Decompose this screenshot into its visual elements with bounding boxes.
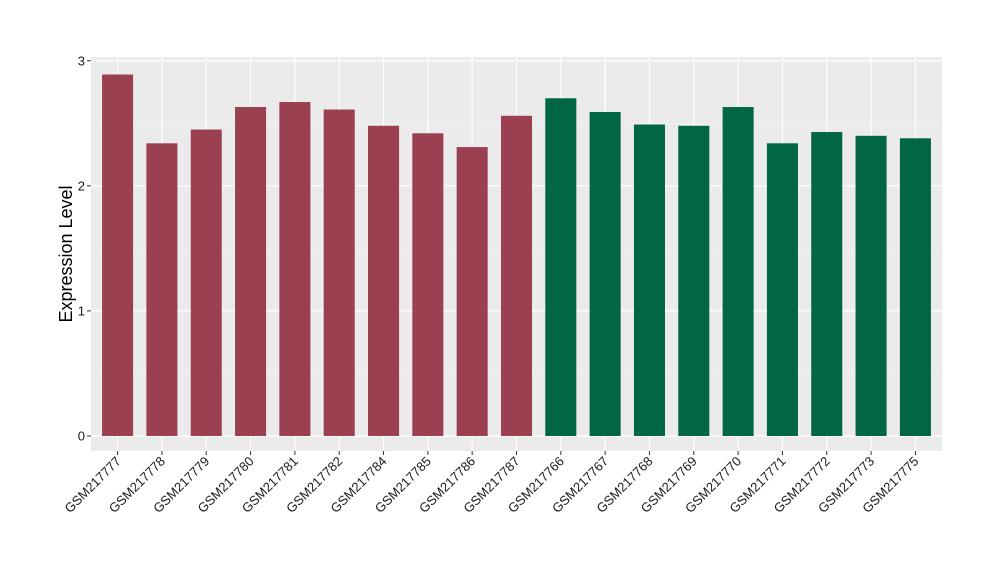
y-axis: 0 1 2 3 (78, 53, 91, 443)
bar-GSM217772 (811, 132, 843, 436)
y-tick-label: 2 (78, 178, 85, 193)
bar-GSM217779 (190, 129, 222, 436)
bar-GSM217768 (633, 124, 665, 436)
bar-GSM217769 (678, 125, 710, 436)
bar-GSM217767 (589, 112, 621, 436)
bar-GSM217782 (323, 109, 355, 436)
bar-GSM217773 (855, 135, 887, 436)
bar-GSM217786 (456, 147, 488, 436)
bar-GSM217778 (146, 143, 178, 436)
y-tick-label: 1 (78, 303, 85, 318)
bar-GSM217781 (279, 102, 311, 436)
bar-GSM217785 (412, 133, 444, 436)
bar-GSM217770 (722, 107, 754, 436)
bar-GSM217784 (368, 125, 400, 436)
bar-GSM217780 (235, 107, 267, 436)
bar-GSM217787 (500, 115, 533, 436)
y-tick-label: 0 (78, 428, 85, 443)
y-tick-label: 3 (78, 53, 85, 68)
x-axis: GSM217777GSM217778GSM217779GSM217780GSM2… (61, 451, 922, 516)
y-axis-title: Expression Level (56, 185, 76, 322)
bar-GSM217766 (545, 98, 577, 436)
bar-GSM217771 (766, 143, 798, 436)
bar-GSM217777 (102, 74, 134, 436)
bar-GSM217775 (899, 138, 931, 436)
bars (102, 74, 931, 436)
